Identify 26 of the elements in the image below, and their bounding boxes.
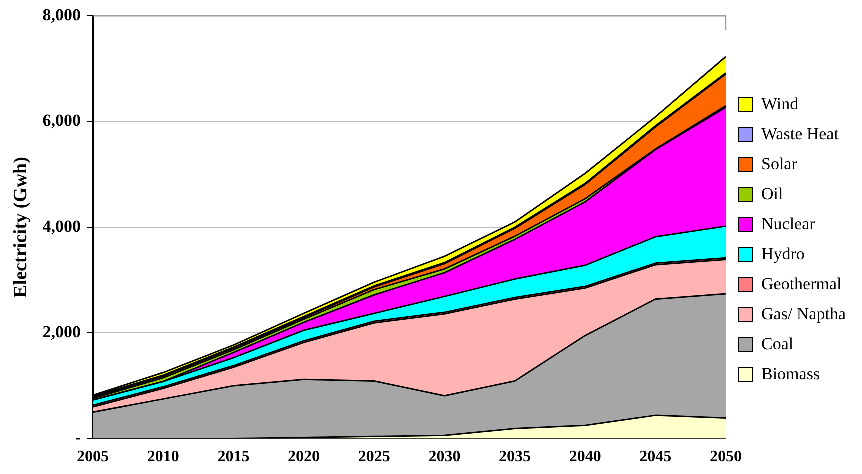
legend-label: Hydro xyxy=(762,244,805,264)
y-tick-label: 2,000 xyxy=(42,322,82,342)
x-tick-label: 2030 xyxy=(428,448,461,466)
legend-label: Solar xyxy=(762,154,798,174)
x-tick-label: 2010 xyxy=(147,448,180,466)
legend-label: Gas/ Naptha xyxy=(762,304,846,324)
y-tick-label: 4,000 xyxy=(42,216,82,236)
legend-label: Waste Heat xyxy=(762,124,840,144)
legend-label: Wind xyxy=(762,94,800,114)
x-tick-label: 2040 xyxy=(569,448,602,466)
y-tick-label: 8,000 xyxy=(42,6,82,25)
y-tick-label: 6,000 xyxy=(42,111,82,130)
legend-label: Nuclear xyxy=(762,214,816,234)
y-tick-label: - xyxy=(75,428,82,448)
legend-label: Oil xyxy=(762,184,784,204)
y-axis-title: Electricity (Gwh) xyxy=(10,157,32,298)
x-tick-label: 2020 xyxy=(288,448,320,466)
x-tick-label: 2025 xyxy=(358,448,390,466)
legend-label: Biomass xyxy=(762,364,820,384)
legend-label: Coal xyxy=(762,334,794,354)
x-tick-label: 2045 xyxy=(640,448,672,466)
x-tick-label: 2005 xyxy=(77,448,110,466)
x-tick-label: 2035 xyxy=(499,448,532,466)
x-tick-label: 2015 xyxy=(218,448,250,466)
legend-label: Geothermal xyxy=(762,274,842,294)
x-tick-label: 2050 xyxy=(710,448,742,466)
